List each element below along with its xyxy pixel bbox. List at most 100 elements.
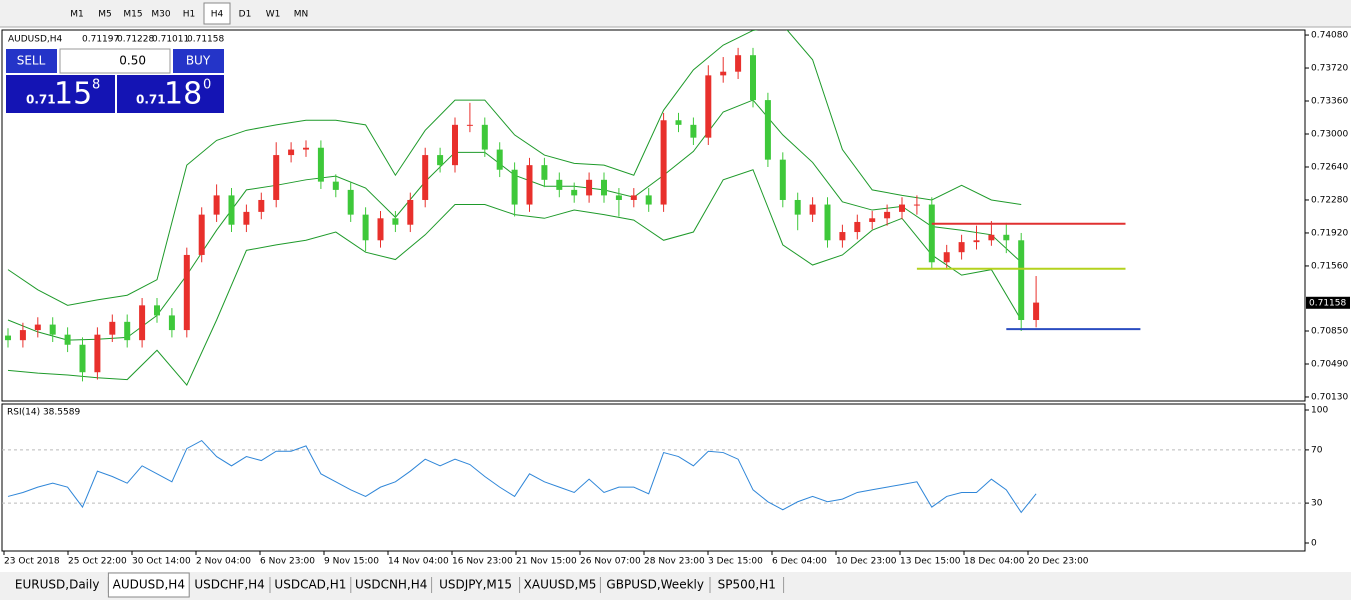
candle-body [675,120,682,125]
candle-body [1003,234,1010,241]
candle-body [973,240,980,243]
candle-body [615,195,622,200]
candle-body [154,305,160,316]
timeframe-button[interactable]: M1 [70,10,84,20]
candle-body [303,147,309,150]
symbol-tab[interactable]: USDJPY,M15 [439,578,512,592]
candle-body [899,204,905,212]
candle-body [392,218,399,225]
x-tick-label: 20 Dec 23:00 [1028,557,1089,567]
rsi-title: RSI(14) 38.5589 [7,408,80,418]
candle-body [1018,240,1025,321]
current-price-tag [1306,296,1350,309]
candle-body [690,124,697,138]
symbol-tab[interactable]: EURUSD,Daily [15,578,100,592]
x-tick-label: 16 Nov 23:00 [452,557,513,567]
candle-body [422,155,429,200]
timeframe-button[interactable]: W1 [266,10,281,20]
symbol-tab[interactable]: USDCNH,H4 [355,578,428,592]
x-tick-label: 18 Dec 04:00 [964,557,1025,567]
x-tick-label: 28 Nov 23:00 [644,557,705,567]
candle-body [660,120,667,205]
symbol-tab[interactable]: XAUUSD,M5 [524,578,597,592]
candle-body [705,75,712,138]
sell-button[interactable] [6,49,57,73]
ohlc-value: 0.71011 [152,35,189,45]
candle-body [34,324,41,331]
ohlc-value: 0.71158 [187,35,224,45]
candle-body [139,305,146,341]
candle-body [869,218,876,222]
candle-body [124,321,131,341]
rsi-tick-label: 100 [1311,406,1328,416]
candle-body [5,335,11,341]
current-price-label: 0.71158 [1309,298,1346,308]
candle-body [168,315,175,331]
rsi-line [7,439,1037,514]
candle-body [198,214,205,255]
symbol-tab[interactable]: USDCHF,H4 [194,578,264,592]
candle-body [258,199,265,212]
trade-panel: SELL 0.50 BUY 0.71 15 8 0.71 18 0 [6,48,224,113]
timeframe-button[interactable]: H4 [211,10,224,20]
bid-main: 15 [54,77,92,112]
timeframe-button[interactable]: M5 [98,10,112,20]
symbol-tab[interactable]: AUDUSD,H4 [113,578,185,592]
ohlc-value: 0.71228 [117,35,154,45]
candle-body [94,334,101,373]
candle-body [243,211,250,225]
price-plot [5,30,1141,386]
candle-body [809,204,816,215]
y-tick-label: 0.70130 [1311,392,1348,402]
symbol-tab[interactable]: SP500,H1 [718,578,776,592]
symbol-tab[interactable]: USDCAD,H1 [274,578,346,592]
candle-body [317,147,324,182]
candle-body [571,189,578,196]
x-tick-label: 2 Nov 04:00 [196,557,251,567]
buy-button[interactable] [173,49,224,73]
candle-body [407,199,414,225]
x-tick-label: 21 Nov 15:00 [516,557,577,567]
y-tick-label: 0.71560 [1311,261,1348,271]
candle-body [854,221,861,233]
symbol-tab[interactable]: GBPUSD,Weekly [606,578,704,592]
x-tick-label: 3 Dec 15:00 [708,557,763,567]
candle-body [764,100,771,160]
candle-body [49,324,56,335]
candle-body [19,330,26,341]
x-tick-label: 10 Dec 23:00 [836,557,897,567]
candle-body [347,189,354,215]
ohlc-value: 0.71197 [82,35,119,45]
y-tick-label: 0.71920 [1311,228,1348,238]
candle-body [824,204,831,241]
timeframe-button[interactable]: H1 [183,10,196,20]
y-tick-label: 0.73360 [1311,97,1348,107]
timeframe-button[interactable]: M15 [123,10,142,20]
timeframe-button[interactable]: MN [294,10,309,20]
active-tab [107,572,190,598]
timeframe-button[interactable]: D1 [239,10,252,20]
ask-box[interactable] [117,75,224,113]
bid-box[interactable] [6,75,115,113]
candle-body [913,204,920,206]
candle-body [466,124,473,126]
candle-body [750,55,756,101]
x-tick-label: 14 Nov 04:00 [388,557,449,567]
candle-body [437,155,444,166]
candle-body [288,149,295,156]
candle-body [839,232,846,241]
candle-body [362,214,369,241]
lot-field[interactable] [59,48,171,74]
candle-body [481,124,488,150]
candle-body [273,155,280,200]
candle-body [601,179,607,196]
candle-body [1033,302,1040,321]
x-tick-label: 13 Dec 15:00 [900,557,961,567]
candle-body [526,165,533,205]
rsi-tick-label: 70 [1311,445,1323,455]
timeframe-button[interactable]: M30 [151,10,170,20]
candle-body [228,195,235,225]
candle-body [332,181,339,190]
